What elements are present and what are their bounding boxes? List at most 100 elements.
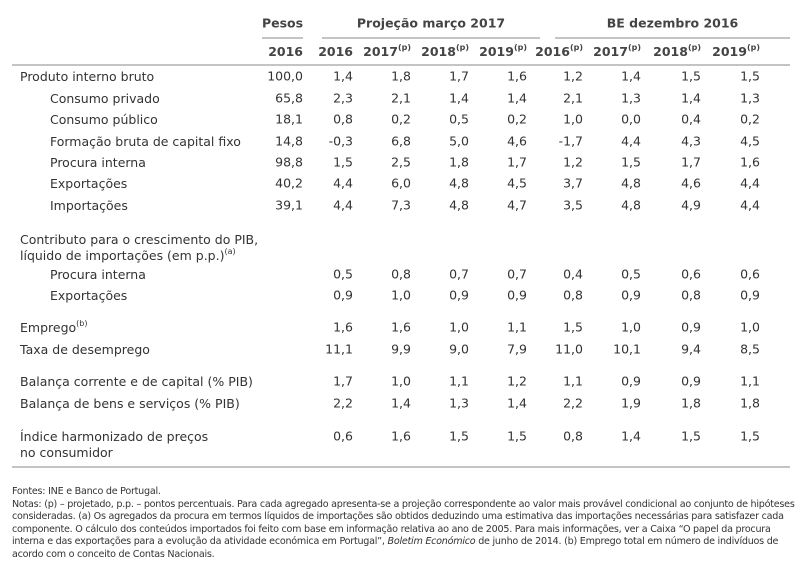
cell: 1,0 xyxy=(563,112,583,127)
cell: 1,5 xyxy=(621,155,641,170)
cell: 9,9 xyxy=(391,342,411,357)
cell: 1,7 xyxy=(507,155,527,170)
year: 2017 xyxy=(593,44,628,59)
cell: 0,4 xyxy=(681,112,701,127)
column-header: 2019(p) xyxy=(712,43,760,59)
cell: 0,7 xyxy=(449,267,469,282)
cell: 18,1 xyxy=(275,112,303,127)
cell: 4,7 xyxy=(507,198,527,213)
cell: 1,5 xyxy=(740,69,760,84)
cell: 39,1 xyxy=(275,198,303,213)
cell: 3,7 xyxy=(563,176,583,191)
cell: 1,4 xyxy=(333,69,353,84)
cell: 1,2 xyxy=(563,155,583,170)
cell: 1,8 xyxy=(740,396,760,411)
cell: 4,4 xyxy=(333,176,353,191)
label-text: Importações xyxy=(50,198,128,213)
superscript: (p) xyxy=(456,43,469,52)
cell: 98,8 xyxy=(275,155,303,170)
cell: 0,6 xyxy=(681,267,701,282)
group-header: BE dezembro 2016 xyxy=(607,16,739,31)
cell: 0,9 xyxy=(449,288,469,303)
cell: 14,8 xyxy=(275,134,303,149)
cell: 0,6 xyxy=(740,267,760,282)
label-text: Procura interna xyxy=(50,155,146,170)
year: 2016 xyxy=(318,44,353,59)
cell: 1,6 xyxy=(507,69,527,84)
cell: 2,2 xyxy=(333,396,353,411)
cell: -1,7 xyxy=(559,134,583,149)
cell: 0,5 xyxy=(449,112,469,127)
superscript: (p) xyxy=(628,43,641,52)
cell: 0,0 xyxy=(621,112,641,127)
cell: 4,4 xyxy=(333,198,353,213)
row-label: Procura interna xyxy=(50,267,146,282)
cell: 0,5 xyxy=(621,267,641,282)
cell: 65,8 xyxy=(275,91,303,106)
cell: 0,9 xyxy=(681,374,701,389)
cell: 1,8 xyxy=(681,396,701,411)
cell: 4,9 xyxy=(681,198,701,213)
cell: 1,1 xyxy=(507,320,527,335)
label-text: Contributo para o crescimento do PIB, xyxy=(20,232,258,247)
cell: 1,4 xyxy=(681,91,701,106)
row-label: Importações xyxy=(50,198,128,213)
label-text: Emprego xyxy=(20,320,76,335)
cell: 0,8 xyxy=(333,112,353,127)
cell: 1,6 xyxy=(391,429,411,444)
group-header: Projeção março 2017 xyxy=(357,16,505,31)
cell: 0,2 xyxy=(391,112,411,127)
cell: 2,1 xyxy=(391,91,411,106)
superscript: (b) xyxy=(76,319,87,328)
column-header: 2018(p) xyxy=(421,43,469,59)
superscript: (p) xyxy=(570,43,583,52)
label-text: Balança de bens e serviços (% PIB) xyxy=(20,396,240,411)
cell: 1,2 xyxy=(507,374,527,389)
label-text: Formação bruta de capital fixo xyxy=(50,134,241,149)
row-label: no consumidor xyxy=(20,445,114,460)
row-label: Emprego(b) xyxy=(20,319,87,335)
cell: 1,5 xyxy=(507,429,527,444)
cell: 1,7 xyxy=(333,374,353,389)
row-label: Exportações xyxy=(50,288,127,303)
row-label: Consumo público xyxy=(50,112,158,127)
cell: 9,4 xyxy=(681,342,701,357)
label-text: Consumo público xyxy=(50,112,158,127)
cell: 1,5 xyxy=(563,320,583,335)
cell: 1,3 xyxy=(621,91,641,106)
cell: 40,2 xyxy=(275,176,303,191)
cell: 1,9 xyxy=(621,396,641,411)
cell: 4,5 xyxy=(507,176,527,191)
year: 2016 xyxy=(535,44,570,59)
cell: 1,4 xyxy=(621,429,641,444)
cell: 0,9 xyxy=(507,288,527,303)
superscript: (p) xyxy=(514,43,527,52)
cell: 1,2 xyxy=(563,69,583,84)
sources: Fontes: INE e Banco de Portugal. xyxy=(12,486,161,497)
row-label: Consumo privado xyxy=(50,91,160,106)
cell: 1,4 xyxy=(507,91,527,106)
cell: 0,2 xyxy=(740,112,760,127)
cell: 9,0 xyxy=(449,342,469,357)
cell: 4,4 xyxy=(621,134,641,149)
cell: 11,0 xyxy=(555,342,583,357)
row-label: Produto interno bruto xyxy=(20,69,154,84)
row-label: líquido de importações (em p.p.)(a) xyxy=(20,247,236,263)
column-header: 2016 xyxy=(318,44,353,59)
cell: 2,1 xyxy=(563,91,583,106)
cell: 1,3 xyxy=(449,396,469,411)
year: 2018 xyxy=(421,44,456,59)
cell: 7,3 xyxy=(391,198,411,213)
cell: 2,2 xyxy=(563,396,583,411)
cell: 1,0 xyxy=(449,320,469,335)
table: Pesos Projeção março 2017 BE dezembro 2016… xyxy=(12,16,790,468)
label-text: Balança corrente e de capital (% PIB) xyxy=(20,374,253,389)
cell: 1,7 xyxy=(681,155,701,170)
column-header: 2016(p) xyxy=(535,43,583,59)
cell: 4,8 xyxy=(621,198,641,213)
text: Notas: (p) – projetado, p.p. – pontos pe… xyxy=(12,498,795,548)
label-text: Consumo privado xyxy=(50,91,160,106)
cell: 0,8 xyxy=(391,267,411,282)
group-header: Pesos xyxy=(262,16,303,31)
cell: 7,9 xyxy=(507,342,527,357)
